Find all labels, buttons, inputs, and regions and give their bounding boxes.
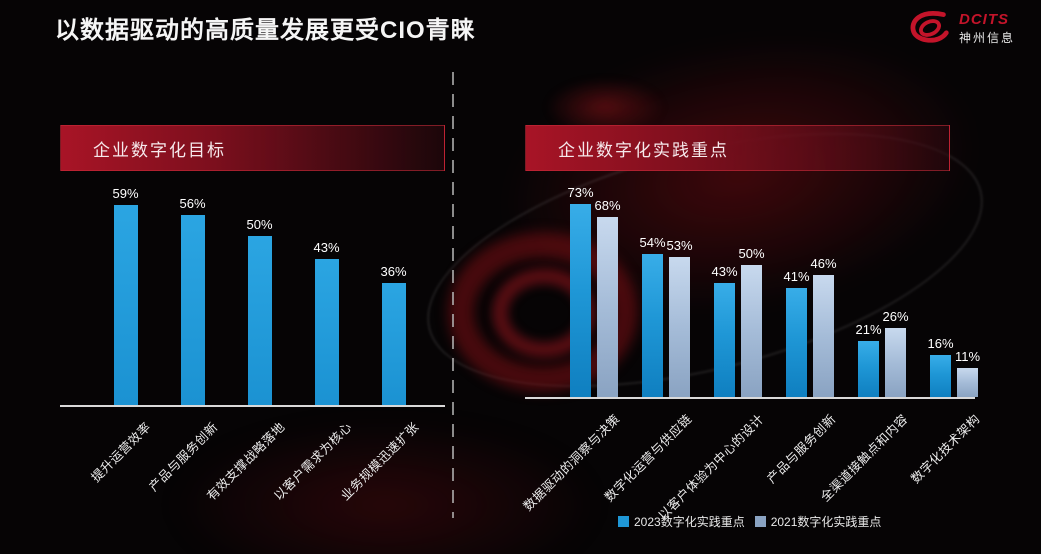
category-group: 73% 68% 数据驱动的洞察与决策 bbox=[521, 185, 630, 514]
bar-value-label: 46% bbox=[810, 256, 837, 272]
bar-group: 56% bbox=[159, 185, 226, 405]
bar-group: 41% 46% bbox=[774, 185, 846, 397]
bar: 68% bbox=[594, 198, 621, 397]
legend-item-2023: 2023数字化实践重点 bbox=[618, 513, 745, 530]
bar: 50% bbox=[246, 217, 273, 405]
bar-group: 43% bbox=[293, 185, 360, 405]
bar-value-label: 73% bbox=[567, 184, 594, 200]
logo-brand-text: DCITS bbox=[958, 10, 1009, 28]
bar: 53% bbox=[666, 238, 693, 397]
bar-group: 54% 53% bbox=[630, 185, 702, 397]
bar-group: 73% 68% bbox=[558, 185, 630, 397]
red-glow-decor bbox=[170, 420, 600, 554]
brand-logo: DCITS 神州信息 bbox=[907, 8, 1015, 48]
bar-value-label: 41% bbox=[783, 269, 810, 285]
logo-company-text: 神州信息 bbox=[958, 30, 1015, 45]
legend-label-2023: 2023数字化实践重点 bbox=[634, 515, 745, 529]
legend-swatch-2021-icon bbox=[754, 516, 766, 527]
category-group: 56% 产品与服务创新 bbox=[147, 185, 226, 494]
bar-value-label: 11% bbox=[954, 348, 981, 364]
legend-item-2021: 2021数字化实践重点 bbox=[754, 513, 882, 530]
bar-chart-practice: 73% 68% 数据驱动的洞察与决策 54% 53% 数字化运营与供应链 43% 50% 以客户… bbox=[521, 185, 983, 523]
bar-value-label: 56% bbox=[179, 196, 206, 212]
bar-value-label: 36% bbox=[380, 264, 407, 280]
bar-value-label: 26% bbox=[882, 309, 909, 325]
bar: 54% bbox=[639, 235, 666, 397]
legend-swatch-2023-icon bbox=[618, 516, 629, 527]
chart-title: 企业数字化实践重点 bbox=[558, 140, 729, 160]
chart-title-banner: 企业数字化实践重点 bbox=[525, 125, 950, 171]
logo-text: DCITS 神州信息 bbox=[959, 11, 1015, 46]
bar-value-label: 53% bbox=[666, 237, 693, 253]
page-title: 以数据驱动的高质量发展更受CIO青睐 bbox=[55, 17, 476, 44]
bar-value-label: 50% bbox=[738, 245, 765, 261]
panel-digital-goals: 企业数字化目标 59% 提升运营效率 56% 产品与服务创新 50% 有效支撑战略落地 43… bbox=[60, 125, 445, 503]
bar-group: 50% bbox=[226, 185, 293, 405]
bar-group: 21% 26% bbox=[846, 185, 918, 397]
category-group: 43% 50% 以客户体验为中心的设计 bbox=[656, 185, 774, 523]
section-divider-dashed-line bbox=[452, 72, 454, 518]
bar: 36% bbox=[380, 264, 407, 405]
bar: 16% bbox=[927, 336, 954, 397]
bar-group: 36% bbox=[360, 185, 427, 405]
category-group: 41% 46% 产品与服务创新 bbox=[764, 185, 846, 486]
bar-value-label: 21% bbox=[855, 322, 882, 338]
bar-value-label: 43% bbox=[711, 264, 738, 280]
panel-practice-focus: 企业数字化实践重点 73% 68% 数据驱动的洞察与决策 54% 53% 数字化运营与供应… bbox=[521, 125, 983, 523]
chart-legend: 2023数字化实践重点 2021数字化实践重点 bbox=[618, 513, 881, 530]
bar: 26% bbox=[882, 309, 909, 397]
bar-value-label: 50% bbox=[246, 216, 273, 232]
category-group: 21% 26% 全渠道接触点和内容 bbox=[818, 185, 918, 504]
category-group: 50% 有效支撑战略落地 bbox=[205, 185, 293, 503]
category-group: 36% 业务规模迅速扩张 bbox=[339, 185, 427, 503]
category-group: 59% 提升运营效率 bbox=[89, 185, 159, 485]
bar: 56% bbox=[179, 196, 206, 405]
bar-value-label: 16% bbox=[927, 335, 954, 351]
bar-value-label: 59% bbox=[112, 186, 139, 202]
bar-chart-goals: 59% 提升运营效率 56% 产品与服务创新 50% 有效支撑战略落地 43% 以客户需求为核… bbox=[60, 185, 445, 503]
bar: 11% bbox=[955, 349, 980, 397]
bar-value-label: 68% bbox=[594, 197, 621, 213]
bar: 73% bbox=[567, 185, 594, 397]
bar: 46% bbox=[810, 256, 837, 397]
bar: 50% bbox=[738, 246, 765, 397]
chart-title-banner: 企业数字化目标 bbox=[60, 125, 445, 171]
bar: 41% bbox=[783, 269, 810, 397]
bar-group: 59% bbox=[92, 185, 159, 405]
chart-title: 企业数字化目标 bbox=[93, 140, 226, 160]
category-group: 43% 以客户需求为核心 bbox=[272, 185, 360, 503]
bar-value-label: 54% bbox=[639, 234, 666, 250]
bar: 43% bbox=[711, 264, 738, 397]
category-group: 54% 53% 数字化运营与供应链 bbox=[602, 185, 702, 505]
category-group: 16% 11% 数字化技术架构 bbox=[908, 185, 990, 486]
bar: 21% bbox=[855, 322, 882, 397]
bar-group: 16% 11% bbox=[918, 185, 990, 397]
dcits-swirl-icon bbox=[907, 8, 953, 48]
bar-group: 43% 50% bbox=[702, 185, 774, 397]
legend-label-2021: 2021数字化实践重点 bbox=[770, 515, 882, 529]
bar-value-label: 43% bbox=[313, 240, 340, 256]
bar: 43% bbox=[313, 240, 340, 405]
bar: 59% bbox=[112, 186, 139, 405]
